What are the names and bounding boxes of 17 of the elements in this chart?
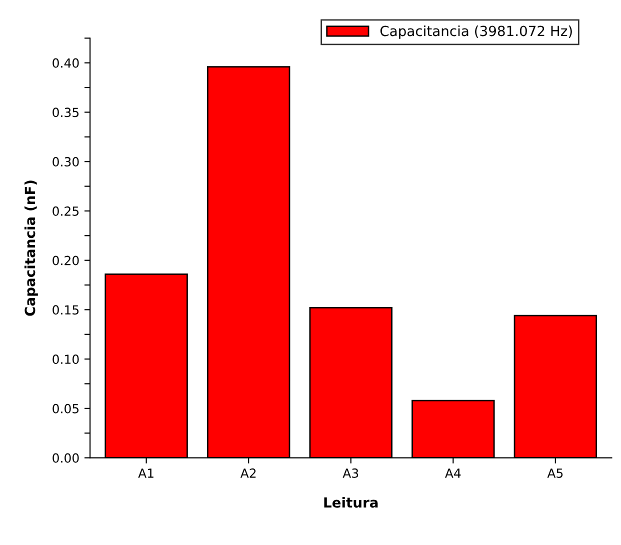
- x-tick-label: A2: [240, 468, 256, 478]
- y-tick-label: 0.05: [52, 404, 79, 414]
- y-tick-label: 0.40: [52, 58, 79, 68]
- x-tick-label: A1: [138, 468, 154, 478]
- y-axis-title: Capacitancia (nF): [24, 180, 38, 316]
- y-tick-label: 0.15: [52, 305, 79, 315]
- x-tick-label: A4: [444, 468, 461, 478]
- y-tick-label: 0.20: [52, 256, 79, 266]
- legend-label: Capacitancia (3981.072 Hz): [380, 25, 572, 39]
- y-tick-label: 0.25: [52, 206, 79, 216]
- y-tick-label: 0.30: [52, 157, 79, 167]
- y-tick-label: 0.35: [52, 108, 79, 118]
- y-tick-label: 0.10: [52, 354, 79, 364]
- x-axis-title: Leitura: [324, 496, 378, 508]
- text: 0.00: [52, 453, 79, 463]
- x-tick-label: A5: [547, 468, 563, 478]
- x-tick-label: A3: [342, 468, 358, 478]
